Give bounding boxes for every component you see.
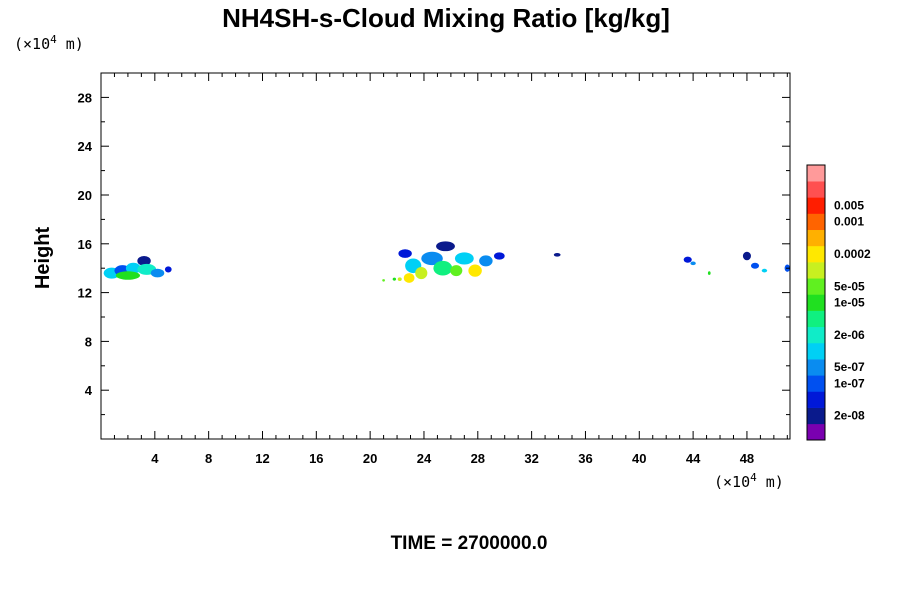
colorbar-swatch bbox=[807, 181, 825, 198]
cloud-cell-17 bbox=[468, 264, 482, 277]
colorbar-swatch bbox=[807, 278, 825, 295]
colorbar-swatch bbox=[807, 262, 825, 279]
cloud-cell-6 bbox=[150, 268, 165, 278]
cloud-cell-14 bbox=[433, 260, 453, 276]
colorbar-swatch bbox=[807, 229, 825, 247]
x-tick-label: 20 bbox=[363, 451, 377, 466]
cloud-cell-27 bbox=[742, 251, 751, 261]
colorbar-label: 5e-05 bbox=[834, 279, 865, 293]
colorbar-label: 2e-06 bbox=[834, 328, 865, 342]
y-tick-label: 4 bbox=[85, 383, 93, 398]
y-tick-label: 8 bbox=[85, 334, 92, 349]
colorbar-swatch bbox=[807, 213, 825, 231]
cloud-cell-18 bbox=[479, 255, 493, 267]
cloud-cell-8 bbox=[398, 249, 412, 258]
cloud-cell-26 bbox=[707, 271, 711, 275]
y-tick-label: 16 bbox=[78, 237, 92, 252]
cloud-cell-23 bbox=[553, 252, 561, 257]
x-tick-label: 44 bbox=[686, 451, 701, 466]
y-tick-label: 24 bbox=[78, 139, 93, 154]
colorbar-label: 1e-07 bbox=[834, 376, 865, 390]
x-tick-label: 4 bbox=[151, 451, 159, 466]
cloud-cell-3 bbox=[115, 271, 141, 280]
y-tick-label: 20 bbox=[78, 188, 92, 203]
cloud-cell-2 bbox=[125, 262, 141, 274]
cloud-cell-4 bbox=[137, 256, 151, 266]
cloud-cell-21 bbox=[392, 277, 397, 281]
cloud-cell-25 bbox=[690, 261, 696, 266]
x-axis-unit: (×104 m) bbox=[714, 471, 784, 491]
chart-title: NH4SH-s-Cloud Mixing Ratio [kg/kg] bbox=[222, 3, 670, 33]
colorbar-swatch bbox=[807, 326, 825, 344]
y-axis-label: Height bbox=[32, 227, 54, 290]
colorbar-swatch bbox=[807, 310, 825, 328]
colorbar-swatch bbox=[807, 197, 825, 214]
x-tick-label: 36 bbox=[578, 451, 592, 466]
x-tick-label: 12 bbox=[255, 451, 269, 466]
x-tick-label: 24 bbox=[417, 451, 432, 466]
cloud-cell-12 bbox=[421, 251, 443, 266]
cloud-cell-7 bbox=[164, 266, 172, 273]
cloud-cell-10 bbox=[403, 273, 415, 283]
y-axis: 4 8 12 16 20 24 28 bbox=[78, 90, 790, 416]
colorbar-label: 5e-07 bbox=[834, 360, 865, 374]
colorbar-swatch bbox=[807, 342, 825, 360]
cloud-cell-22 bbox=[397, 277, 402, 282]
cloud-cell-20 bbox=[382, 279, 385, 282]
x-tick-label: 32 bbox=[524, 451, 538, 466]
colorbar: 2e-08 1e-07 5e-07 2e-06 1e-05 5e-05 0.0002 0.00… bbox=[806, 164, 871, 441]
colorbar-swatch bbox=[807, 391, 825, 408]
x-tick-label: 48 bbox=[740, 451, 754, 466]
time-label: TIME = 2700000.0 bbox=[391, 533, 548, 554]
cloud-field bbox=[103, 241, 790, 283]
cloud-cell-13 bbox=[436, 241, 455, 252]
plot-frame bbox=[100, 72, 791, 440]
colorbar-swatch bbox=[807, 359, 825, 376]
cloud-cell-19 bbox=[493, 252, 505, 260]
cloud-cell-28 bbox=[750, 262, 760, 269]
colorbar-label: 0.001 bbox=[834, 215, 864, 229]
colorbar-swatch bbox=[807, 245, 825, 263]
colorbar-label: 2e-08 bbox=[834, 409, 865, 423]
cloud-cell-11 bbox=[415, 266, 428, 280]
cloud-cell-24 bbox=[683, 256, 692, 263]
x-tick-label: 16 bbox=[309, 451, 323, 466]
x-axis: 4 8 12 16 20 24 28 32 36 40 44 48 bbox=[113, 73, 788, 466]
x-tick-label: 28 bbox=[471, 451, 485, 466]
colorbar-label: 1e-05 bbox=[834, 296, 865, 310]
cloud-cell-15 bbox=[450, 265, 463, 277]
cloud-cell-29 bbox=[761, 268, 768, 273]
cloud-cell-16 bbox=[454, 252, 474, 265]
colorbar-swatch bbox=[807, 165, 825, 182]
y-axis-unit: (×104 m) bbox=[14, 33, 84, 53]
x-tick-label: 8 bbox=[205, 451, 212, 466]
colorbar-swatch bbox=[807, 407, 825, 425]
colorbar-frame bbox=[806, 164, 826, 441]
colorbar-label: 0.005 bbox=[834, 198, 864, 212]
colorbar-label: 0.0002 bbox=[834, 247, 871, 261]
x-tick-label: 40 bbox=[632, 451, 646, 466]
colorbar-swatch bbox=[807, 375, 825, 392]
colorbar-swatch bbox=[807, 294, 825, 311]
y-tick-label: 12 bbox=[78, 286, 92, 301]
y-tick-label: 28 bbox=[78, 90, 92, 105]
colorbar-swatch bbox=[807, 423, 825, 441]
